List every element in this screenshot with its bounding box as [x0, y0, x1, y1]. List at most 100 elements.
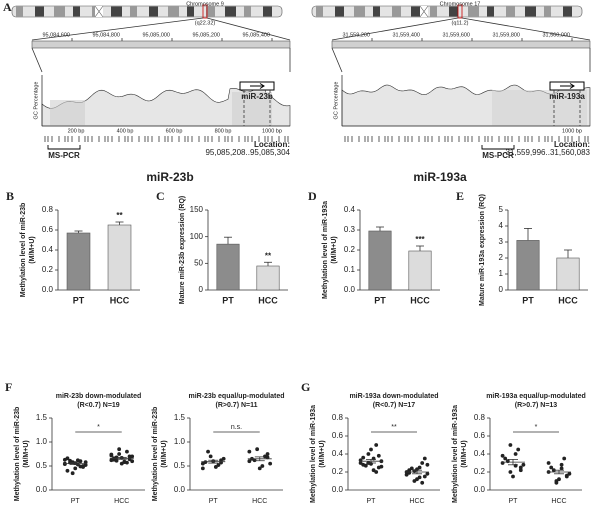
chart-title: miR-23b equal/up-modulated — [188, 393, 284, 400]
significance: *** — [415, 235, 425, 244]
y-tick-label: 0.2 — [344, 245, 356, 254]
bar — [256, 265, 280, 291]
y-axis-label: (M/M+U) — [23, 440, 30, 467]
data-point — [422, 474, 427, 479]
y-tick-label: 0.0 — [474, 485, 486, 494]
mirna-arrow — [250, 83, 265, 89]
mirna-arrow — [560, 83, 575, 89]
x-tick-label: HCC — [114, 498, 129, 505]
bar — [216, 243, 240, 291]
ideogram-band — [225, 6, 236, 17]
y-tick-label: 0.2 — [42, 265, 54, 274]
data-point — [369, 447, 373, 452]
y-tick-label: 0.8 — [474, 413, 486, 422]
zoom-line — [206, 17, 291, 41]
zoom-line — [31, 47, 43, 73]
x-tick-label: PT — [71, 498, 81, 505]
location-label: Location: — [554, 140, 590, 149]
data-point — [513, 463, 518, 468]
location-value: 31,559,996..31,560,083 — [505, 148, 590, 157]
data-point — [70, 471, 75, 476]
ideogram-band — [563, 6, 572, 17]
data-point — [247, 459, 252, 464]
data-point — [73, 466, 78, 471]
y-tick-label: 5 — [499, 205, 504, 214]
data-point — [562, 456, 567, 461]
data-point — [508, 470, 513, 474]
data-point — [62, 462, 67, 466]
y-tick-label: 0.0 — [174, 485, 186, 494]
data-point — [78, 464, 83, 469]
y-tick-label: 0.8 — [42, 205, 54, 214]
y-axis-label: Methylation level of miR-193a — [310, 405, 317, 503]
bar — [107, 224, 132, 291]
data-point — [420, 461, 425, 465]
bp-label: 1000 bp — [262, 128, 282, 134]
data-point — [117, 452, 122, 456]
ideogram-band — [373, 6, 380, 17]
data-point — [516, 447, 521, 452]
ideogram-band — [149, 6, 158, 17]
y-tick-label: 0.8 — [332, 413, 344, 422]
data-point — [109, 452, 114, 457]
y-tick-label: 1.5 — [36, 413, 48, 422]
chart-title: miR-193a equal/up-modulated — [486, 393, 586, 400]
mirna-label: miR-193a — [549, 92, 585, 101]
data-point — [119, 461, 124, 466]
data-point — [518, 468, 523, 473]
significance: ** — [265, 251, 272, 260]
ideogram-band — [263, 6, 272, 17]
y-tick-label: 1 — [499, 269, 504, 278]
panel-letter: G — [301, 380, 310, 394]
y-tick-label: 0.5 — [36, 461, 48, 470]
locus-marker — [202, 4, 208, 19]
centromere — [94, 5, 104, 18]
ideogram-band — [244, 6, 251, 17]
y-tick-label: 0.6 — [42, 225, 54, 234]
data-point — [257, 466, 262, 471]
bp-label: 400 bp — [117, 128, 134, 134]
data-point — [252, 458, 257, 463]
data-point — [511, 474, 515, 479]
centromere — [419, 5, 429, 18]
ideogram-band — [54, 6, 65, 17]
data-point — [366, 452, 371, 456]
significance: ** — [116, 211, 123, 220]
data-point — [68, 458, 72, 463]
coordinate-bar — [331, 40, 591, 49]
data-point — [554, 480, 559, 485]
y-tick-label: 0.4 — [344, 205, 356, 214]
y-axis-label: Methylation level of miR-23b — [152, 407, 159, 502]
coordinate-label: 31,559,600 — [442, 32, 470, 38]
primer-bracket — [481, 145, 515, 150]
bp-label: 1000 bp — [562, 128, 582, 134]
ideogram-band — [111, 6, 122, 17]
ideogram-band — [130, 6, 137, 17]
y-tick-label: 0.0 — [42, 285, 54, 294]
y-tick-label: 0.0 — [344, 285, 356, 294]
data-point — [78, 459, 83, 464]
data-point — [407, 471, 412, 475]
ideogram-band — [335, 6, 344, 17]
data-point — [513, 452, 518, 456]
cpg-island — [50, 100, 85, 126]
data-point — [200, 466, 205, 471]
ideogram-band — [206, 6, 215, 17]
ideogram-band — [506, 6, 515, 17]
x-tick-label: HCC — [410, 295, 430, 305]
coordinate-label: 95,084,800 — [92, 32, 120, 38]
chromosome-band: (q11.2) — [451, 20, 468, 26]
data-point — [208, 454, 213, 459]
primer-label: MS-PCR — [48, 151, 80, 160]
x-tick-label: PT — [367, 498, 377, 505]
data-point — [374, 443, 379, 447]
x-tick-label: PT — [73, 295, 85, 305]
data-point — [65, 468, 70, 473]
data-point — [114, 458, 119, 463]
data-point — [260, 464, 265, 468]
data-point — [203, 460, 208, 465]
data-point — [559, 466, 564, 471]
location-label: Location: — [254, 140, 290, 149]
y-tick-label: 50 — [194, 258, 203, 267]
panel-letter: E — [456, 189, 464, 203]
